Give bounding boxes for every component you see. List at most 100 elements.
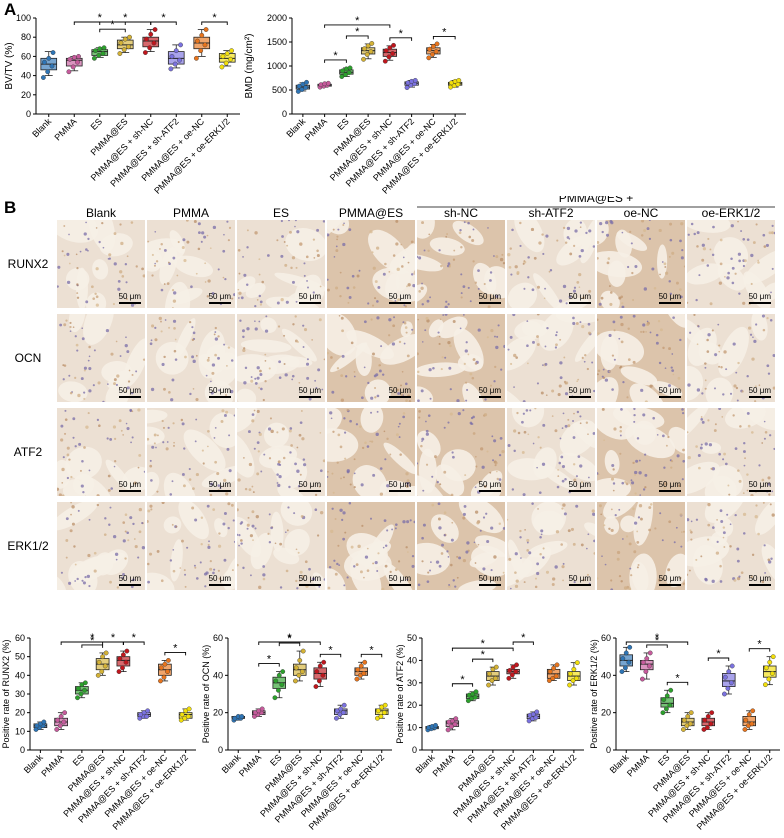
scale-bar-label: 50 μm: [569, 480, 592, 489]
cell-nucleus: [88, 355, 91, 358]
cell-nucleus: [248, 488, 252, 491]
cell-nucleus: [158, 316, 162, 321]
marrow-space: [558, 452, 595, 482]
cell-nucleus: [638, 459, 641, 462]
cell-nucleus: [440, 368, 443, 371]
cell-nucleus: [370, 411, 373, 414]
cell-nucleus: [592, 512, 595, 516]
cell-nucleus: [346, 469, 350, 473]
data-point: [220, 54, 226, 59]
cell-nucleus: [417, 399, 420, 402]
cell-nucleus: [764, 571, 767, 574]
cell-nucleus: [680, 295, 683, 299]
data-point: [61, 719, 67, 725]
cell-nucleus: [127, 539, 130, 542]
data-point: [93, 48, 98, 54]
cell-nucleus: [402, 412, 406, 415]
cell-nucleus: [658, 361, 662, 365]
data-point: [358, 663, 364, 669]
cell-nucleus: [329, 411, 333, 415]
cell-nucleus: [291, 374, 295, 378]
cell-nucleus: [502, 527, 505, 530]
data-point: [116, 669, 122, 674]
cell-nucleus: [493, 555, 497, 559]
cell-nucleus: [76, 296, 80, 300]
cell-nucleus: [409, 519, 412, 522]
cell-nucleus: [311, 577, 315, 581]
cell-nucleus: [288, 230, 292, 234]
data-point: [296, 672, 302, 678]
cell-nucleus: [364, 441, 367, 445]
cell-nucleus: [209, 247, 212, 249]
y-tick-label: 10: [407, 723, 417, 733]
cell-nucleus: [74, 335, 77, 338]
cell-nucleus: [388, 334, 391, 337]
cell-nucleus: [223, 558, 227, 562]
cell-nucleus: [366, 445, 370, 448]
data-point: [313, 684, 319, 689]
cell-nucleus: [669, 292, 673, 296]
cell-nucleus: [742, 512, 747, 516]
data-point: [126, 44, 131, 50]
cell-nucleus: [422, 489, 425, 492]
cell-nucleus: [243, 273, 247, 277]
cell-nucleus: [697, 453, 701, 457]
data-point: [456, 78, 462, 83]
cell-nucleus: [384, 564, 388, 568]
cell-nucleus: [762, 502, 765, 504]
cell-nucleus: [115, 340, 118, 343]
scale-bar-label: 50 μm: [209, 480, 232, 489]
column-header: sh-ATF2: [528, 206, 573, 220]
marrow-space: [65, 446, 102, 480]
cell-nucleus: [167, 426, 170, 429]
cell-nucleus: [526, 549, 529, 552]
cell-nucleus: [163, 355, 166, 359]
cell-nucleus: [396, 388, 400, 392]
cell-nucleus: [687, 518, 690, 522]
cell-nucleus: [687, 301, 689, 304]
cell-nucleus: [652, 416, 655, 420]
cell-nucleus: [561, 479, 565, 483]
cell-nucleus: [319, 469, 323, 473]
data-point: [354, 676, 360, 682]
marrow-space: [554, 298, 589, 308]
cell-nucleus: [562, 226, 566, 230]
cell-nucleus: [117, 287, 121, 291]
y-tick-label: 80: [21, 32, 31, 42]
x-tick-label: PMMA: [39, 752, 65, 778]
cell-nucleus: [134, 545, 138, 549]
marrow-space: [725, 408, 766, 429]
cell-nucleus: [288, 429, 292, 433]
cell-nucleus: [719, 262, 723, 266]
cell-nucleus: [772, 353, 775, 357]
cell-nucleus: [154, 338, 158, 342]
data-point: [412, 78, 418, 83]
cell-nucleus: [748, 326, 752, 330]
cell-nucleus: [592, 245, 595, 248]
cell-nucleus: [83, 366, 87, 370]
cell-nucleus: [554, 429, 558, 433]
cell-nucleus: [102, 400, 105, 402]
cell-nucleus: [740, 571, 744, 574]
data-point: [320, 672, 326, 678]
cell-nucleus: [509, 587, 512, 590]
cell-nucleus: [576, 281, 580, 284]
cell-nucleus: [88, 518, 91, 521]
cell-nucleus: [646, 227, 650, 231]
cell-nucleus: [612, 320, 616, 324]
cell-nucleus: [93, 551, 97, 555]
cell-nucleus: [465, 341, 468, 344]
cell-nucleus: [226, 447, 230, 451]
cell-nucleus: [483, 485, 487, 488]
data-point: [102, 663, 108, 669]
cell-nucleus: [731, 266, 735, 270]
cell-nucleus: [135, 265, 138, 268]
cell-nucleus: [701, 258, 705, 262]
cell-nucleus: [314, 379, 317, 382]
marrow-space: [147, 249, 163, 272]
cell-nucleus: [258, 386, 261, 389]
cell-nucleus: [322, 459, 325, 463]
marrow-space: [519, 546, 552, 578]
cell-nucleus: [388, 318, 392, 322]
cell-nucleus: [707, 523, 711, 527]
